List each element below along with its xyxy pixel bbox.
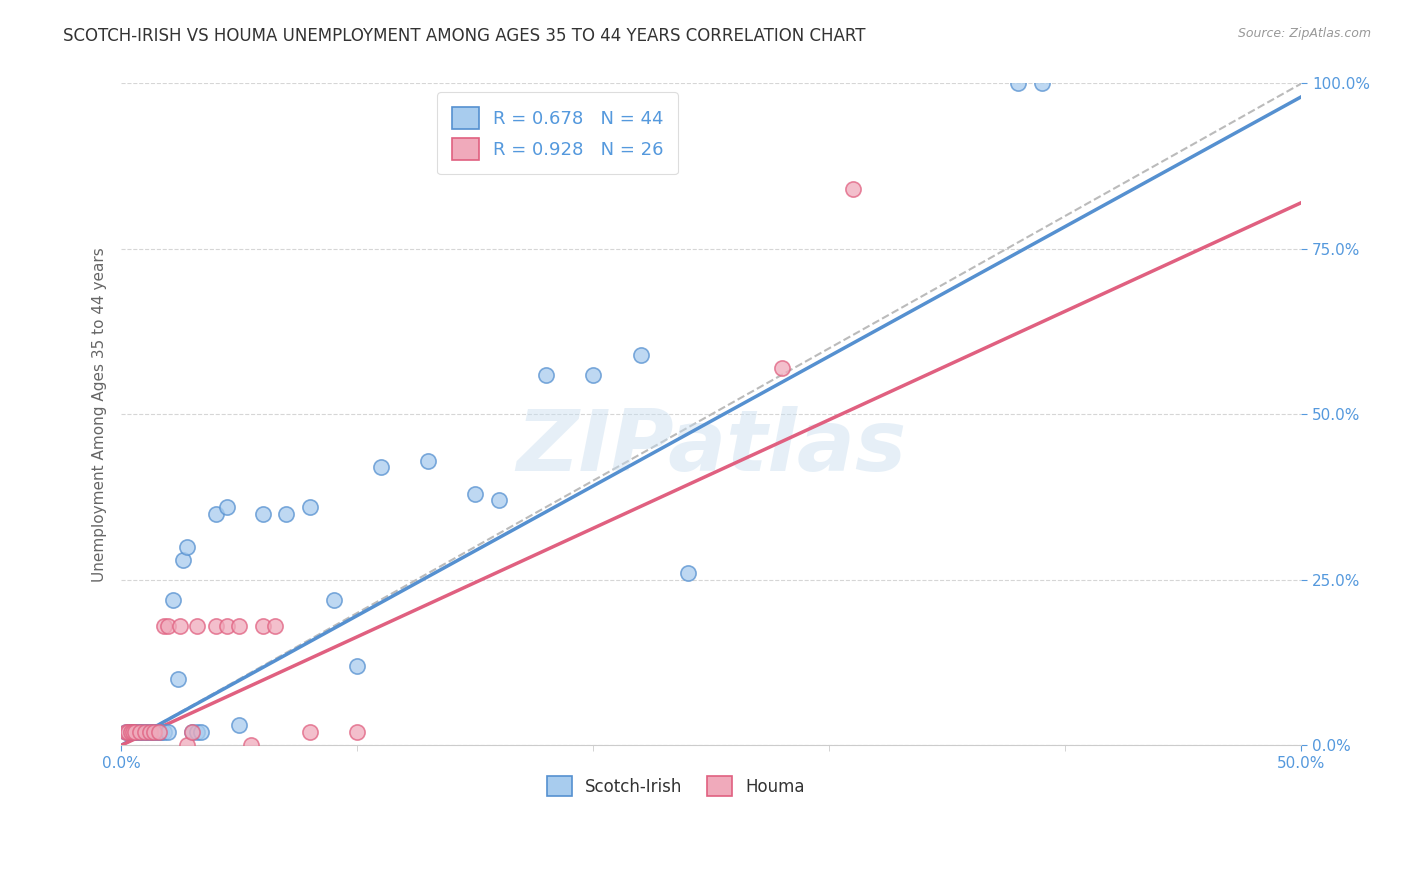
Point xyxy=(204,507,226,521)
Point xyxy=(124,725,146,739)
Point xyxy=(1007,77,1029,91)
Text: Source: ZipAtlas.com: Source: ZipAtlas.com xyxy=(1237,27,1371,40)
Point xyxy=(136,725,159,739)
Point xyxy=(464,487,486,501)
Point xyxy=(122,725,145,739)
Point xyxy=(228,718,250,732)
Point xyxy=(127,725,149,739)
Point xyxy=(115,725,138,739)
Point xyxy=(252,619,274,633)
Point xyxy=(162,592,184,607)
Point xyxy=(115,725,138,739)
Point xyxy=(122,725,145,739)
Point xyxy=(134,725,156,739)
Point xyxy=(145,725,167,739)
Point xyxy=(370,460,392,475)
Point xyxy=(124,725,146,739)
Point xyxy=(122,725,145,739)
Point xyxy=(1031,77,1053,91)
Point xyxy=(152,725,174,739)
Point xyxy=(186,619,208,633)
Point xyxy=(129,725,152,739)
Point xyxy=(322,592,344,607)
Point xyxy=(172,553,194,567)
Point xyxy=(299,725,322,739)
Point xyxy=(534,368,557,382)
Text: SCOTCH-IRISH VS HOUMA UNEMPLOYMENT AMONG AGES 35 TO 44 YEARS CORRELATION CHART: SCOTCH-IRISH VS HOUMA UNEMPLOYMENT AMONG… xyxy=(63,27,866,45)
Point xyxy=(120,725,142,739)
Point xyxy=(842,182,865,196)
Point xyxy=(190,725,212,739)
Point xyxy=(770,361,793,376)
Point xyxy=(129,725,152,739)
Legend: Scotch-Irish, Houma: Scotch-Irish, Houma xyxy=(540,770,811,803)
Point xyxy=(148,725,170,739)
Point xyxy=(117,725,139,739)
Point xyxy=(143,725,166,739)
Point xyxy=(186,725,208,739)
Point xyxy=(176,739,198,753)
Point xyxy=(488,493,510,508)
Point xyxy=(630,348,652,362)
Point xyxy=(134,725,156,739)
Point xyxy=(276,507,298,521)
Point xyxy=(416,453,439,467)
Point xyxy=(141,725,163,739)
Point xyxy=(346,658,368,673)
Point xyxy=(582,368,605,382)
Point xyxy=(148,725,170,739)
Y-axis label: Unemployment Among Ages 35 to 44 years: Unemployment Among Ages 35 to 44 years xyxy=(93,247,107,582)
Point xyxy=(217,619,239,633)
Text: ZIPatlas: ZIPatlas xyxy=(516,406,907,489)
Point xyxy=(346,725,368,739)
Point xyxy=(167,672,190,686)
Point xyxy=(299,500,322,514)
Point xyxy=(204,619,226,633)
Point xyxy=(676,566,699,581)
Point xyxy=(138,725,160,739)
Point xyxy=(252,507,274,521)
Point xyxy=(117,725,139,739)
Point xyxy=(181,725,204,739)
Point xyxy=(169,619,191,633)
Point xyxy=(228,619,250,633)
Point xyxy=(181,725,204,739)
Point xyxy=(240,739,263,753)
Point xyxy=(150,725,173,739)
Point xyxy=(152,619,174,633)
Point xyxy=(263,619,285,633)
Point xyxy=(138,725,160,739)
Point xyxy=(176,540,198,554)
Point xyxy=(157,725,180,739)
Point xyxy=(143,725,166,739)
Point xyxy=(131,725,153,739)
Point xyxy=(217,500,239,514)
Point xyxy=(120,725,142,739)
Point xyxy=(157,619,180,633)
